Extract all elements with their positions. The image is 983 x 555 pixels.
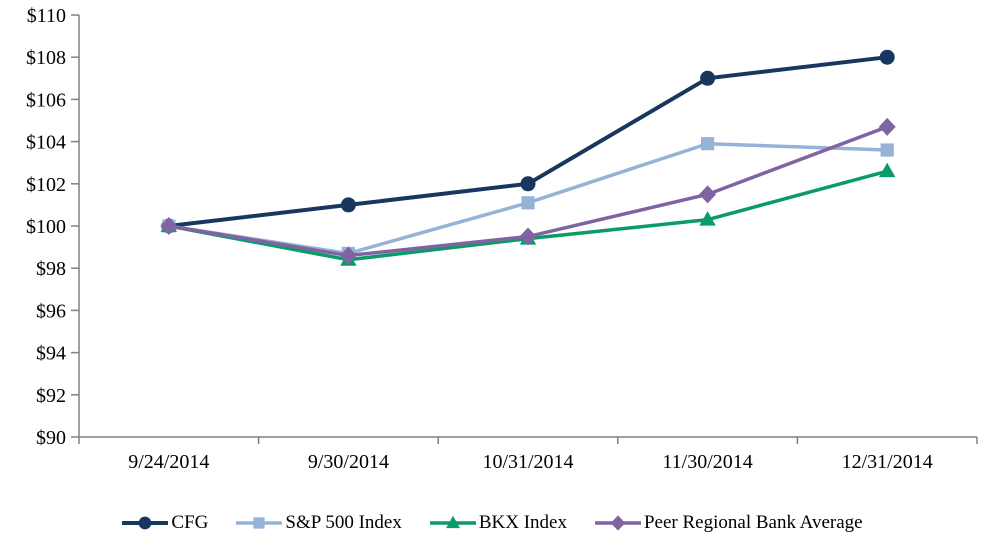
legend-label-cfg: CFG xyxy=(171,512,209,533)
y-axis-tick-label: $98 xyxy=(36,258,66,280)
legend-label-s-p-500-index: S&P 500 Index xyxy=(285,512,402,533)
y-axis-tick-label: $94 xyxy=(36,343,66,365)
marker-s-p-500-index-3 xyxy=(701,137,715,151)
y-axis-tick-label: $92 xyxy=(36,385,66,407)
legend-marker-s-p-500-index xyxy=(253,517,265,529)
legend-key-cfg xyxy=(122,516,169,530)
marker-bkx-index-3 xyxy=(699,211,716,226)
marker-peer-regional-bank-average-1 xyxy=(339,246,357,265)
x-axis-label: 12/31/2014 xyxy=(842,451,933,473)
y-axis-tick-label: $90 xyxy=(36,427,66,449)
marker-bkx-index-4 xyxy=(879,162,896,178)
y-axis-tick-label: $100 xyxy=(26,216,66,238)
y-axis-tick-label: $110 xyxy=(27,5,66,27)
legend-item-cfg: CFG xyxy=(120,512,208,534)
y-axis-tick-label: $108 xyxy=(26,47,66,69)
marker-cfg-2 xyxy=(520,176,536,192)
marker-cfg-1 xyxy=(340,197,356,213)
legend-marker-cfg xyxy=(139,516,152,530)
marker-s-p-500-index-2 xyxy=(521,196,535,210)
y-axis-tick-label: $104 xyxy=(26,132,66,154)
legend-label-bkx-index: BKX Index xyxy=(478,512,567,533)
legend-item-peer-regional-bank-average: Peer Regional Bank Average xyxy=(593,512,863,534)
legend-marker-bkx-index xyxy=(445,515,460,529)
legend-label-peer-regional-bank-average: Peer Regional Bank Average xyxy=(643,512,863,533)
legend-key-s-p-500-index xyxy=(236,517,283,529)
marker-peer-regional-bank-average-0 xyxy=(160,217,178,235)
legend-marker-peer-regional-bank-average xyxy=(610,515,626,531)
x-axis-label: 9/30/2014 xyxy=(308,451,389,473)
legend-item-s-p-500-index: S&P 500 Index xyxy=(234,512,402,534)
chart-legend: CFG S&P 500 Index BKX Index Peer Regional B… xyxy=(0,512,983,534)
legend-key-bkx-index xyxy=(429,515,476,529)
legend-item-bkx-index: BKX Index xyxy=(428,512,567,534)
x-axis-label: 11/30/2014 xyxy=(662,451,752,473)
marker-cfg-3 xyxy=(700,70,716,86)
marker-cfg-4 xyxy=(879,49,895,65)
marker-peer-regional-bank-average-4 xyxy=(878,117,896,136)
marker-peer-regional-bank-average-2 xyxy=(519,227,537,246)
y-axis-tick-label: $102 xyxy=(26,174,66,196)
marker-s-p-500-index-4 xyxy=(880,143,894,157)
performance-chart: $90 $92 $94 $96 $98 $100 $102 $104 $106 $108 $110 9… xyxy=(26,5,978,473)
y-axis-tick-label: $106 xyxy=(26,89,66,111)
y-axis-tick-label: $96 xyxy=(36,300,66,322)
legend-key-peer-regional-bank-average xyxy=(594,515,641,531)
marker-peer-regional-bank-average-3 xyxy=(699,185,717,204)
x-axis-label: 10/31/2014 xyxy=(482,451,573,473)
x-axis-label: 9/24/2014 xyxy=(128,451,209,473)
